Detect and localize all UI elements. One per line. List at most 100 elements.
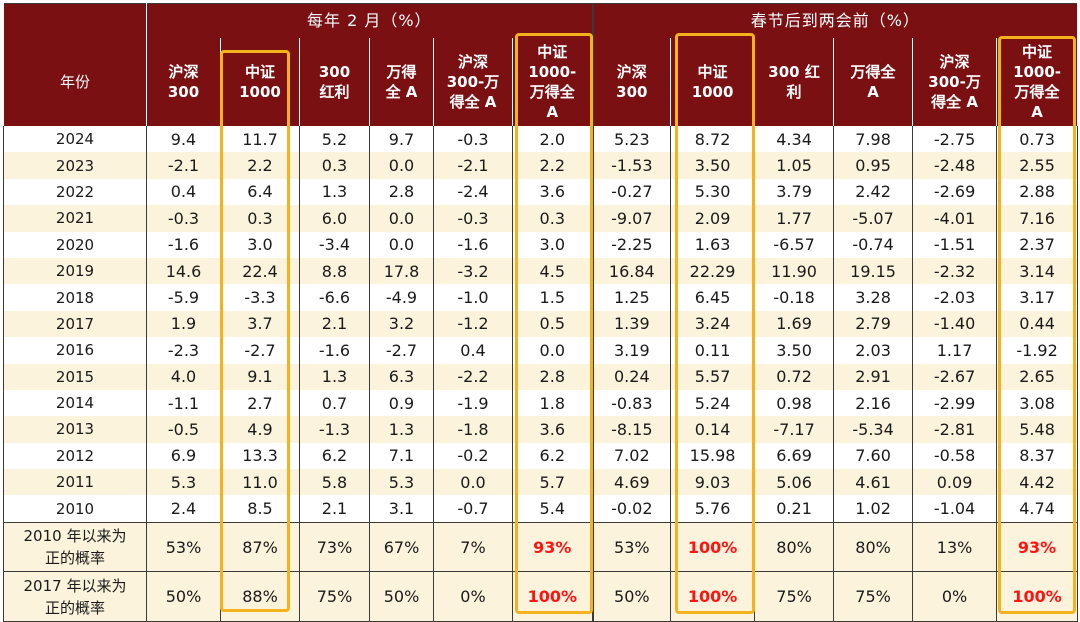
- group-header-spring-festival: 春节后到两会前（%）: [591, 3, 1079, 38]
- value-cell: 5.30: [670, 178, 755, 206]
- value-cell: 2.91: [833, 363, 913, 390]
- value-cell: 1.5: [511, 284, 593, 311]
- value-cell: 0.14: [670, 416, 755, 443]
- value-cell: 2.2: [220, 152, 300, 179]
- value-cell: 4.34: [754, 126, 834, 153]
- value-cell: 0.3: [511, 205, 593, 232]
- value-cell: -1.04: [912, 495, 997, 523]
- value-cell: -2.48: [912, 152, 997, 179]
- value-cell: 6.4: [220, 178, 300, 206]
- value-cell: 2.42: [833, 178, 913, 206]
- value-cell: 4.74: [996, 495, 1078, 523]
- value-cell: -1.3: [299, 416, 370, 443]
- summary-label: 2017 年以来为 正的概率: [3, 571, 147, 622]
- value-cell: 0.24: [591, 363, 671, 390]
- value-cell: -2.69: [912, 178, 997, 206]
- value-cell: 3.7: [220, 310, 300, 338]
- value-cell: -2.67: [912, 363, 997, 390]
- value-cell: 1.63: [670, 231, 755, 258]
- value-cell: 0.5: [511, 310, 593, 338]
- value-cell: 0.11: [670, 337, 755, 364]
- table-row: 2021 -0.3 0.3 6.0 0.0 -0.3 0.3 -9.07 2.09 1.77 -5.…: [3, 205, 1078, 232]
- value-cell: 4.0: [146, 363, 221, 390]
- value-cell: -5.34: [833, 416, 913, 443]
- value-cell: 8.8: [299, 257, 370, 285]
- table-row: 2015 4.0 9.1 1.3 6.3 -2.2 2.8 0.24 5.57 0.72 2.91-…: [3, 363, 1078, 390]
- value-cell: 9.4: [146, 126, 221, 153]
- value-cell: 3.2: [369, 310, 434, 338]
- value-cell: 3.50: [670, 152, 755, 179]
- value-cell: 2.2: [511, 152, 593, 179]
- column-header: 中证 1000- 万得全 A: [996, 38, 1079, 126]
- year-cell: 2014: [3, 389, 147, 417]
- value-cell: -4.9: [369, 284, 434, 311]
- value-cell: 6.0: [299, 205, 370, 232]
- value-cell: 0.73: [996, 126, 1078, 153]
- value-cell: 4.42: [996, 469, 1078, 496]
- value-cell: 0.9: [369, 389, 434, 417]
- value-cell: 19.15: [833, 257, 913, 285]
- value-cell: 6.3: [369, 363, 434, 390]
- value-cell: 2.8: [369, 178, 434, 206]
- table-row: 2024 9.4 11.7 5.2 9.7 -0.3 2.0 5.23 8.72 4.34 7.98…: [3, 126, 1078, 153]
- year-cell: 2013: [3, 416, 147, 443]
- year-cell: 2015: [3, 363, 147, 390]
- value-cell: 2.37: [996, 231, 1078, 258]
- probability-cell: 80%: [754, 521, 834, 572]
- value-cell: 3.17: [996, 284, 1078, 311]
- value-cell: -1.0: [433, 284, 513, 311]
- table-row: 2022 0.4 6.4 1.3 2.8 -2.4 3.6 -0.27 5.30 3.79 2.42…: [3, 178, 1078, 206]
- probability-cell: 0%: [433, 571, 513, 622]
- value-cell: 2.0: [511, 126, 593, 153]
- value-cell: 1.77: [754, 205, 834, 232]
- value-cell: -1.2: [433, 310, 513, 338]
- value-cell: -2.3: [146, 337, 221, 364]
- year-cell: 2021: [3, 205, 147, 232]
- value-cell: -0.02: [591, 495, 671, 523]
- value-cell: 3.0: [511, 231, 593, 258]
- table-row: 2014 -1.1 2.7 0.7 0.9 -1.9 1.8 -0.83 5.24 0.98 2.1…: [3, 389, 1078, 417]
- value-cell: 6.45: [670, 284, 755, 311]
- column-header: 300 红利: [299, 38, 370, 126]
- value-cell: -1.53: [591, 152, 671, 179]
- value-cell: 9.03: [670, 469, 755, 496]
- summary-row: 2017 年以来为 正的概率 50% 88% 75% 50% 0% 100% 50% 100% 75…: [3, 571, 1078, 622]
- value-cell: -5.07: [833, 205, 913, 232]
- value-cell: -2.32: [912, 257, 997, 285]
- value-cell: 0.95: [833, 152, 913, 179]
- value-cell: 8.72: [670, 126, 755, 153]
- value-cell: 6.69: [754, 442, 834, 470]
- value-cell: 7.98: [833, 126, 913, 153]
- column-header: 中证 1000: [670, 38, 756, 126]
- value-cell: -1.8: [433, 416, 513, 443]
- value-cell: -2.81: [912, 416, 997, 443]
- value-cell: -2.75: [912, 126, 997, 153]
- value-cell: 5.3: [369, 469, 434, 496]
- summary-label: 2010 年以来为 正的概率: [3, 521, 147, 572]
- value-cell: 3.28: [833, 284, 913, 311]
- probability-cell: 80%: [833, 521, 913, 572]
- value-cell: 0.21: [754, 495, 834, 523]
- value-cell: 7.60: [833, 442, 913, 470]
- value-cell: 22.29: [670, 257, 755, 285]
- value-cell: 11.7: [220, 126, 300, 153]
- value-cell: 22.4: [220, 257, 300, 285]
- value-cell: 5.57: [670, 363, 755, 390]
- table-row: 2018 -5.9 -3.3 -6.6 -4.9 -1.0 1.5 1.25 6.45 -0.18…: [3, 284, 1078, 311]
- probability-cell: 67%: [369, 521, 434, 572]
- value-cell: 14.6: [146, 257, 221, 285]
- value-cell: -0.3: [433, 126, 513, 153]
- probability-cell: 93%: [511, 521, 593, 572]
- column-header: 沪深 300-万 得全 A: [912, 38, 998, 126]
- value-cell: 11.0: [220, 469, 300, 496]
- value-cell: 2.16: [833, 389, 913, 417]
- value-cell: -1.6: [299, 337, 370, 364]
- column-header-year: 年份: [3, 38, 147, 126]
- table-row: 2011 5.3 11.0 5.8 5.3 0.0 5.7 4.69 9.03 5.06 4.61 0…: [3, 469, 1078, 496]
- value-cell: -3.3: [220, 284, 300, 311]
- year-cell: 2022: [3, 178, 147, 206]
- value-cell: -0.7: [433, 495, 513, 523]
- value-cell: 6.9: [146, 442, 221, 470]
- table-row: 2020 -1.6 3.0 -3.4 0.0 -1.6 3.0 -2.25 1.63 -6.57-…: [3, 231, 1078, 258]
- probability-cell: 75%: [833, 571, 913, 622]
